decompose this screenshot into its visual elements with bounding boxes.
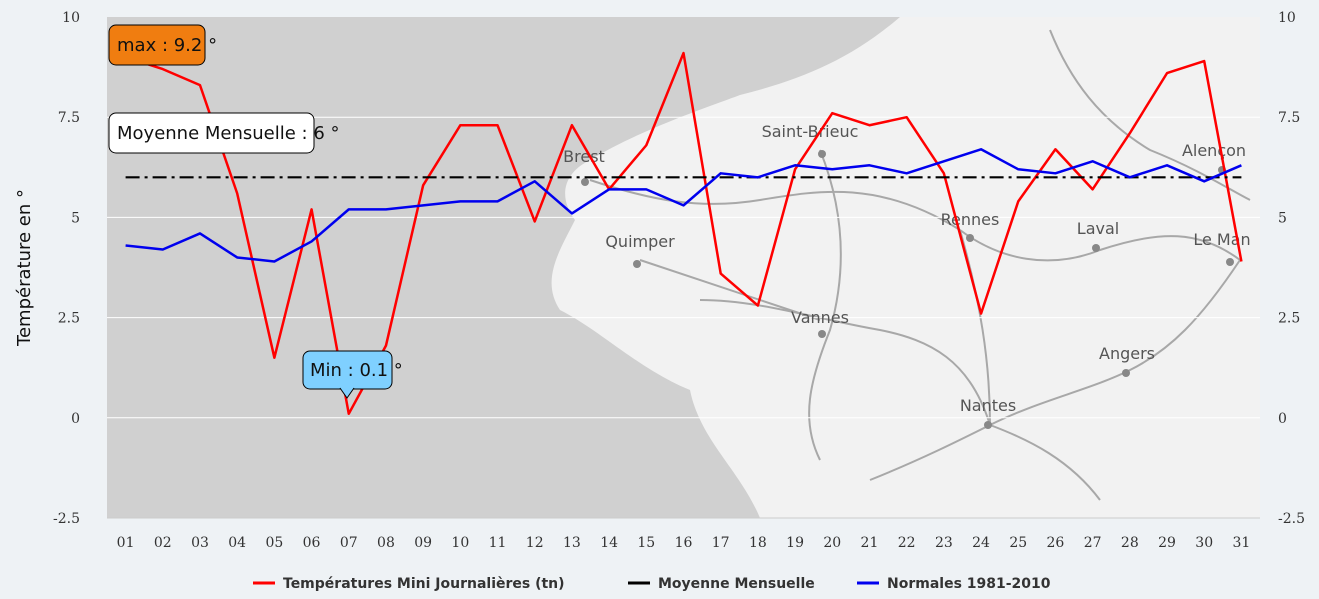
map-road (808, 149, 842, 461)
axes: -2.5 -2.5 0 0 2.5 2.5 5 5 7.5 7.5 10 10 01 02 03 04 05 06… (14, 10, 1305, 551)
legend-label: Températures Mini Journalières (tn) (283, 576, 565, 592)
min-annotation-pointer (339, 387, 355, 399)
map-city-label: Laval (1077, 219, 1119, 238)
map-road (589, 179, 961, 231)
x-tick-label: 11 (489, 535, 507, 551)
x-tick-label: 09 (414, 535, 432, 551)
max-annotation-box (108, 24, 206, 66)
mean-annotation: Moyenne Mensuelle : 6 ° (108, 112, 340, 154)
x-tick-label: 13 (563, 535, 581, 551)
y-tick-label-left: -2.5 (53, 511, 80, 527)
map-city-label: Brest (563, 147, 605, 166)
x-tick-label: 20 (823, 535, 841, 551)
map-road (699, 299, 991, 426)
y-tick-label-right: -2.5 (1278, 511, 1305, 527)
x-tick-label: 08 (377, 535, 395, 551)
map-background (107, 17, 1260, 518)
map-city-label: Vannes (791, 308, 849, 327)
x-tick-label: 01 (117, 535, 135, 551)
map-land-shape (551, 17, 1260, 518)
y-tick-label-right: 0 (1278, 411, 1287, 427)
legend-item[interactable]: Normales 1981-2010 (857, 576, 1051, 592)
map-city-dot (1122, 369, 1130, 377)
y-tick-label-right: 7.5 (1278, 110, 1300, 126)
legend-label: Moyenne Mensuelle (658, 576, 815, 592)
x-tick-label: 05 (265, 535, 283, 551)
mean-annotation-text: Moyenne Mensuelle : 6 ° (117, 123, 340, 144)
x-tick-label: 25 (1009, 535, 1027, 551)
y-tick-label-left: 7.5 (58, 110, 80, 126)
y-tick-label-left: 0 (71, 411, 80, 427)
y-tick-label-left: 10 (62, 10, 80, 26)
x-tick-label: 31 (1232, 535, 1250, 551)
x-tick-label: 06 (303, 535, 321, 551)
x-tick-label: 14 (600, 535, 618, 551)
x-tick-label: 30 (1195, 535, 1213, 551)
map-road (959, 229, 1241, 262)
max-annotation-text: max : 9.2 ° (117, 35, 217, 56)
series-lines (125, 51, 1243, 416)
x-tick-label: 10 (451, 535, 469, 551)
map-road (989, 259, 1241, 426)
map-city-label: Rennes (941, 210, 1000, 229)
map-city-dot (1226, 258, 1234, 266)
x-tick-label: 21 (861, 535, 879, 551)
x-tick-label: 19 (786, 535, 804, 551)
series-line-3 (125, 148, 1242, 263)
series-line-1 (125, 51, 1243, 416)
x-tick-label: 07 (340, 535, 358, 551)
x-tick-label: 24 (972, 535, 990, 551)
map-city-label: Saint-Brieuc (762, 122, 859, 141)
map-city-label: Le Man (1193, 230, 1250, 249)
map-city-dot (818, 150, 826, 158)
mean-annotation-box (108, 112, 315, 154)
map-road (639, 259, 821, 321)
x-tick-label: 22 (898, 535, 916, 551)
x-tick-label: 03 (191, 535, 209, 551)
annotations: max : 9.2 ° Moyenne Mensuelle : 6 ° Min : … (108, 24, 403, 399)
x-tick-label: 17 (712, 535, 730, 551)
y-tick-label-left: 5 (71, 210, 80, 226)
legend-label: Normales 1981-2010 (887, 576, 1051, 592)
x-tick-label: 16 (675, 535, 693, 551)
x-tick-label: 23 (935, 535, 953, 551)
map-land (551, 17, 1260, 518)
map-city-dot (984, 421, 992, 429)
map-city-label: Nantes (960, 396, 1016, 415)
map-city-labels: Brest Saint-Brieuc Alençon Quimper Rennes Lav… (563, 122, 1251, 429)
x-tick-label: 27 (1084, 535, 1102, 551)
map-city-dot (633, 260, 641, 268)
y-tick-label-right: 10 (1278, 10, 1296, 26)
map-city-dot (581, 178, 589, 186)
x-tick-label: 02 (154, 535, 172, 551)
map-city-dot (1092, 244, 1100, 252)
y-tick-label-left: 2.5 (58, 311, 80, 327)
y-tick-label-right: 5 (1278, 210, 1287, 226)
x-tick-label: 12 (526, 535, 544, 551)
legend-item[interactable]: Moyenne Mensuelle (628, 576, 815, 592)
map-city-label: Quimper (605, 232, 675, 251)
x-tick-label: 15 (637, 535, 655, 551)
min-annotation-text: Min : 0.1 ° (310, 360, 403, 381)
x-tick-label: 26 (1047, 535, 1065, 551)
y-axis-title: Température en ° (14, 189, 35, 347)
map-city-label: Angers (1099, 344, 1155, 363)
map-road (1049, 29, 1251, 201)
min-annotation: Min : 0.1 ° (302, 350, 403, 399)
x-tick-label: 28 (1121, 535, 1139, 551)
map-city-label: Alençon (1182, 141, 1246, 160)
map-city-dot (966, 234, 974, 242)
x-tick-label: 04 (228, 535, 246, 551)
x-tick-label: 29 (1158, 535, 1176, 551)
legend-item[interactable]: Températures Mini Journalières (tn) (253, 576, 565, 592)
max-annotation: max : 9.2 ° (108, 24, 217, 66)
legend[interactable]: Températures Mini Journalières (tn) Moyen… (253, 576, 1051, 592)
x-tick-label: 18 (749, 535, 767, 551)
map-city-dot (818, 330, 826, 338)
y-tick-label-right: 2.5 (1278, 311, 1300, 327)
